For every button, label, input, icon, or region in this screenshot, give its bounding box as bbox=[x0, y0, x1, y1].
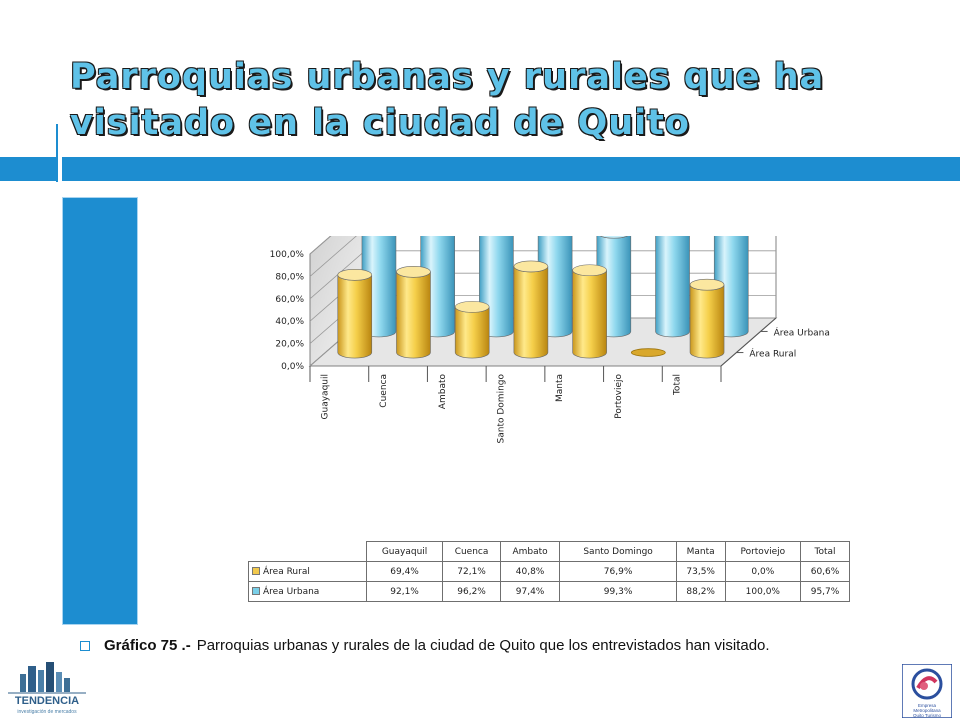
quito-turismo-logo: Empresa Metropolitana Quito Turismo bbox=[902, 664, 952, 718]
bullet-icon bbox=[80, 641, 90, 652]
bar-rural bbox=[572, 264, 607, 359]
x-tick-label: Cuenca bbox=[379, 374, 389, 408]
x-tick-label: Guayaquil bbox=[320, 374, 330, 419]
gridline bbox=[309, 236, 357, 277]
svg-text:investigación de mercados: investigación de mercados bbox=[17, 709, 77, 715]
bar-rural bbox=[513, 260, 549, 359]
table-header-cell: Ambato bbox=[499, 541, 561, 562]
data-table: Guayaquil Cuenca Ambato Santo Domingo Ma… bbox=[248, 541, 850, 602]
table-corner bbox=[249, 542, 367, 562]
bar-urbana bbox=[655, 236, 690, 338]
table-cell: 100,0% bbox=[724, 581, 802, 602]
table-cell: 72,1% bbox=[442, 561, 501, 582]
accent-bar-right bbox=[62, 157, 960, 181]
table-row-label: Área Rural bbox=[248, 561, 367, 582]
table-row-label: Área Urbana bbox=[248, 581, 367, 602]
bar-rural bbox=[396, 266, 431, 359]
svg-text:Empresa: Empresa bbox=[918, 703, 937, 708]
y-tick-label: 80,0% bbox=[275, 272, 304, 282]
table-cell: 95,7% bbox=[800, 581, 850, 602]
accent-bar-left bbox=[0, 157, 56, 181]
table-cell: 60,6% bbox=[800, 561, 850, 582]
table-header-cell: Portoviejo bbox=[724, 541, 802, 562]
table-cell: 73,5% bbox=[675, 561, 726, 582]
x-tick-label: Santo Domingo bbox=[497, 374, 507, 444]
depth-axis bbox=[720, 317, 777, 367]
y-tick-label: 40,0% bbox=[275, 317, 304, 327]
x-tick-label: Total bbox=[673, 374, 683, 396]
table-cell: 0,0% bbox=[724, 561, 802, 582]
table-cell: 97,4% bbox=[499, 581, 561, 602]
caption-text: Parroquias urbanas y rurales de la ciuda… bbox=[196, 637, 770, 654]
caption-label: Gráfico 75 .- bbox=[104, 637, 191, 654]
table-header-cell: Cuenca bbox=[442, 541, 501, 562]
y-tick-label: 60,0% bbox=[275, 295, 304, 305]
table-cell: 69,4% bbox=[365, 561, 444, 582]
y-tick-label: 20,0% bbox=[275, 340, 304, 350]
series-label: Área Rural bbox=[749, 348, 796, 360]
tendencia-logo: TENDENCIA investigación de mercados bbox=[8, 662, 86, 715]
svg-text:Quito Turismo: Quito Turismo bbox=[913, 713, 942, 718]
series-label: Área Urbana bbox=[774, 326, 830, 338]
svg-text:Metropolitana: Metropolitana bbox=[913, 708, 941, 713]
side-panel bbox=[62, 197, 138, 625]
chart: 0,0% 20,0% 40,0% 60,0% 80,0% 100,0% Guayaquil C… bbox=[270, 236, 830, 444]
x-tick-label: Portoviejo bbox=[614, 374, 624, 419]
bar-rural bbox=[337, 269, 373, 359]
svg-text:TENDENCIA: TENDENCIA bbox=[15, 695, 79, 707]
bar-rural bbox=[689, 278, 725, 359]
urbana-swatch-icon bbox=[252, 587, 260, 595]
x-tick-label: Ambato bbox=[438, 374, 448, 410]
slide-title: Parroquias urbanas y rurales que ha visi… bbox=[70, 57, 825, 143]
table-header-cell: Manta bbox=[675, 541, 726, 562]
table-cell: 92,1% bbox=[365, 581, 444, 602]
chart-caption: Gráfico 75 .- Parroquias urbanas y rurale… bbox=[80, 637, 770, 654]
table-header-cell: Santo Domingo bbox=[559, 541, 677, 562]
rural-swatch-icon bbox=[252, 567, 260, 575]
table-cell: 99,3% bbox=[559, 581, 677, 602]
table-header-cell: Total bbox=[800, 541, 850, 562]
y-tick-label: 100,0% bbox=[270, 250, 305, 260]
table-cell: 88,2% bbox=[675, 581, 726, 602]
table-row-rural: Área Rural 69,4% 72,1% 40,8% 76,9% 73,5%… bbox=[248, 561, 850, 582]
bar-rural bbox=[454, 301, 490, 359]
gridline bbox=[309, 236, 332, 255]
accent-separator bbox=[56, 124, 58, 182]
table-cell: 40,8% bbox=[499, 561, 561, 582]
x-tick-label: Manta bbox=[555, 374, 565, 402]
table-header-cell: Guayaquil bbox=[365, 541, 444, 562]
bar-rural bbox=[630, 348, 666, 357]
table-row-urbana: Área Urbana 92,1% 96,2% 97,4% 99,3% 88,2… bbox=[248, 581, 850, 602]
table-header-row: Guayaquil Cuenca Ambato Santo Domingo Ma… bbox=[249, 541, 850, 562]
table-cell: 76,9% bbox=[559, 561, 677, 582]
y-tick-label: 0,0% bbox=[281, 362, 304, 372]
table-cell: 96,2% bbox=[442, 581, 501, 602]
